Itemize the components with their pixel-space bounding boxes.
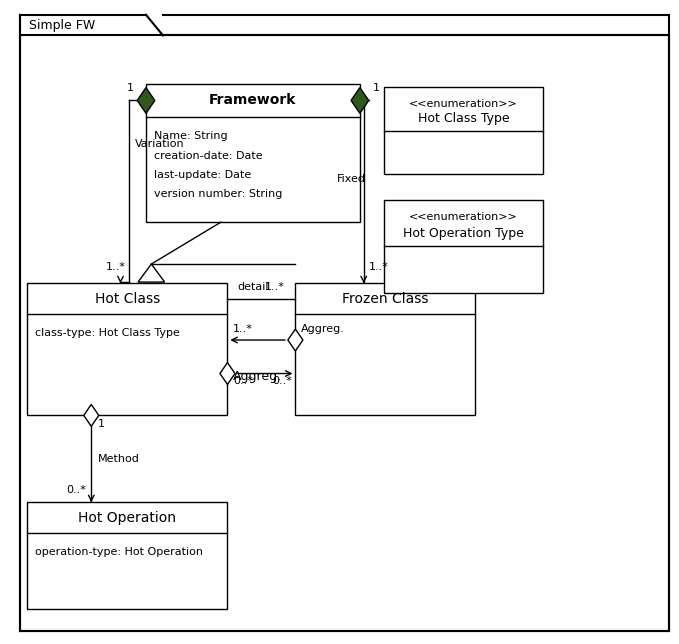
Text: 1..*: 1..* bbox=[265, 282, 285, 292]
Bar bbox=[384, 200, 543, 293]
Text: Aggreg.: Aggreg. bbox=[301, 323, 345, 334]
Bar bbox=[384, 87, 543, 174]
Polygon shape bbox=[84, 404, 98, 426]
Polygon shape bbox=[351, 88, 369, 113]
Bar bbox=[27, 283, 227, 415]
Text: Hot Operation Type: Hot Operation Type bbox=[403, 227, 524, 240]
Text: 1..*: 1..* bbox=[106, 261, 126, 272]
Text: Hot Operation: Hot Operation bbox=[78, 511, 177, 525]
Text: 0..*: 0..* bbox=[66, 484, 86, 495]
Text: Simple FW: Simple FW bbox=[29, 19, 95, 32]
Text: Hot Class: Hot Class bbox=[94, 292, 160, 306]
Text: 1: 1 bbox=[127, 82, 134, 93]
Text: Aggreg.: Aggreg. bbox=[233, 370, 282, 383]
Text: detail: detail bbox=[238, 282, 269, 292]
Text: Method: Method bbox=[98, 454, 140, 464]
Text: Variation: Variation bbox=[134, 139, 184, 149]
Text: class-type: Hot Class Type: class-type: Hot Class Type bbox=[35, 328, 180, 339]
Text: 0..*: 0..* bbox=[272, 376, 292, 386]
Text: 0..*: 0..* bbox=[233, 376, 253, 386]
Text: Frozen Class: Frozen Class bbox=[342, 292, 428, 306]
Bar bbox=[146, 84, 360, 222]
Text: last-update: Date: last-update: Date bbox=[154, 170, 251, 180]
Text: 1..*: 1..* bbox=[233, 323, 253, 334]
Text: 1..*: 1..* bbox=[369, 261, 389, 272]
Polygon shape bbox=[137, 88, 155, 113]
Text: Name: String: Name: String bbox=[154, 131, 227, 142]
Text: version number: String: version number: String bbox=[154, 189, 282, 200]
Text: 1: 1 bbox=[98, 419, 105, 429]
Polygon shape bbox=[220, 363, 235, 384]
Polygon shape bbox=[288, 329, 303, 351]
Text: <<enumeration>>: <<enumeration>> bbox=[409, 99, 518, 109]
Text: Hot Class Type: Hot Class Type bbox=[418, 112, 509, 125]
Text: creation-date: Date: creation-date: Date bbox=[154, 151, 263, 161]
Text: Framework: Framework bbox=[209, 93, 297, 108]
Polygon shape bbox=[138, 264, 164, 282]
Text: Fixed: Fixed bbox=[337, 174, 365, 184]
Text: 1: 1 bbox=[373, 82, 380, 93]
Text: operation-type: Hot Operation: operation-type: Hot Operation bbox=[35, 547, 203, 558]
Bar bbox=[295, 283, 475, 415]
Bar bbox=[27, 502, 227, 609]
Text: <<enumeration>>: <<enumeration>> bbox=[409, 213, 518, 222]
